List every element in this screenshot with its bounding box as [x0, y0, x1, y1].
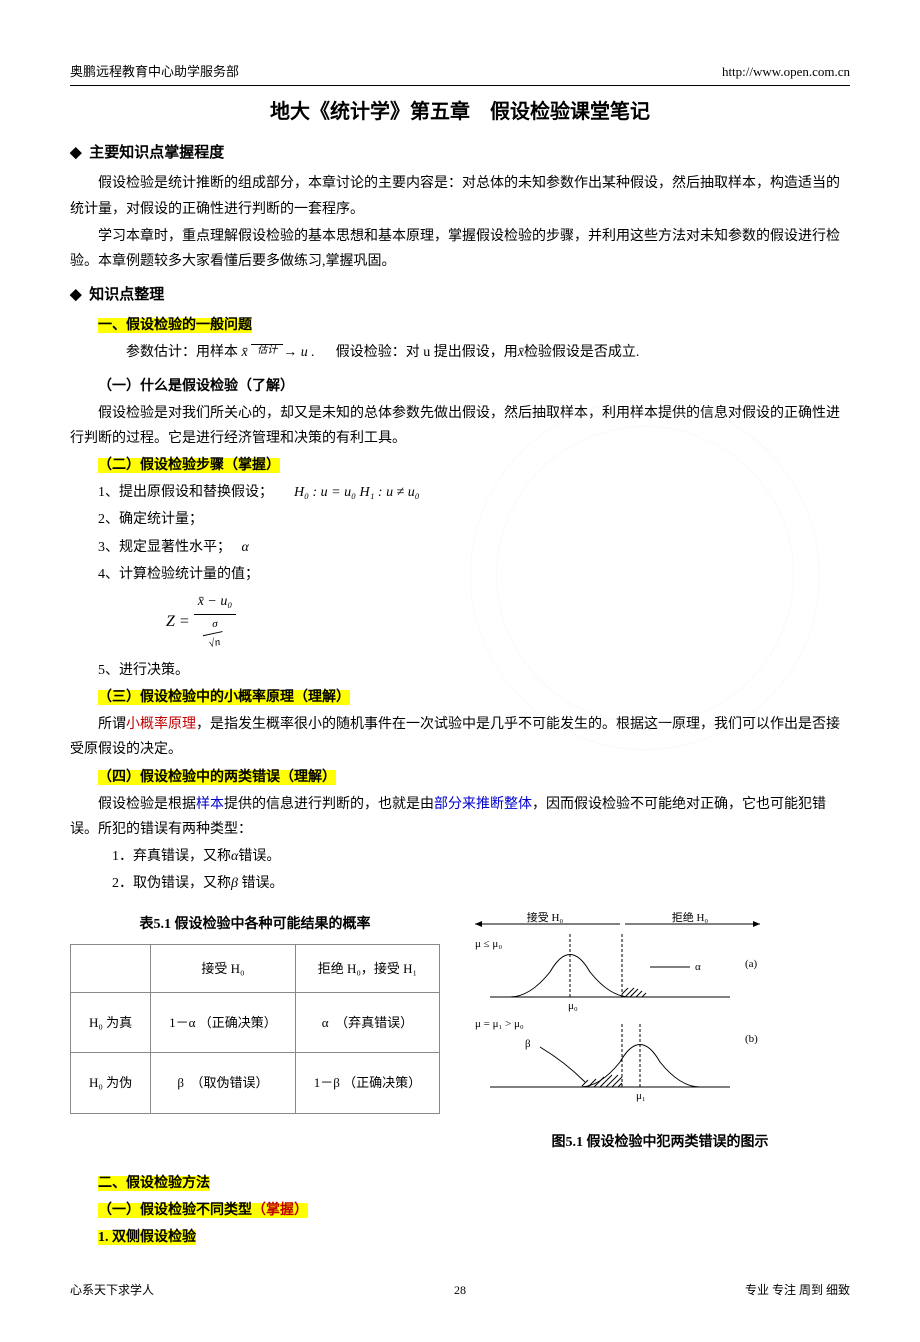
step-5: 5、进行决策。	[98, 658, 850, 683]
p-1-3: 所谓小概率原理，是指发生概率很小的随机事件在一次试验中是几乎不可能发生的。根据这…	[70, 712, 850, 762]
diamond-icon: ◆	[70, 287, 82, 303]
figure-5-1: 接受 H₀ 拒绝 H₀ μ ≤ μ₀ α (a) μ₀ μ = μ₁ > μ₀ …	[470, 912, 850, 1154]
diamond-icon: ◆	[70, 145, 82, 161]
section-1-head: ◆ 主要知识点掌握程度	[70, 140, 850, 167]
page-footer: 心系天下求学人 28 专业 专注 周到 细致	[70, 1280, 850, 1302]
item-2-1-1: 1. 双侧假设检验	[98, 1225, 850, 1250]
section1-p2: 学习本章时，重点理解假设检验的基本思想和基本原理，掌握假设检验的步骤，并利用这些…	[70, 224, 850, 274]
svg-text:拒绝 H₀: 拒绝 H₀	[672, 912, 709, 924]
svg-text:μ₁: μ₁	[636, 1090, 646, 1102]
section-2-head: ◆ 知识点整理	[70, 282, 850, 309]
step-3: 3、规定显著性水平； α	[98, 535, 850, 560]
subsection-1-4: （四）假设检验中的两类错误（理解）	[98, 765, 850, 790]
p-1-4: 假设检验是根据样本提供的信息进行判断的，也就是由部分来推断整体，因而假设检验不可…	[70, 792, 850, 842]
subsection-1-2: （二）假设检验步骤（掌握）	[98, 453, 850, 478]
table-row: H₀ 为真 1－α （正确决策） α （弃真错误）	[71, 993, 440, 1053]
error-type-1: 1．弃真错误，又称α错误。	[112, 844, 850, 869]
svg-text:(b): (b)	[745, 1033, 758, 1045]
svg-text:μ ≤ μ₀: μ ≤ μ₀	[475, 938, 502, 950]
page-header: 奥鹏远程教育中心助学服务部 http://www.open.com.cn	[70, 60, 850, 86]
step-1: 1、提出原假设和替换假设； H₀ : u = u₀ H₁ : u ≠ u₀	[98, 480, 850, 505]
subsection-2: 二、假设检验方法	[98, 1171, 850, 1196]
subsection-2-1: （一）假设检验不同类型（掌握）	[98, 1198, 850, 1223]
svg-text:μ = μ₁ > μ₀: μ = μ₁ > μ₀	[475, 1018, 524, 1030]
footer-left: 心系天下求学人	[70, 1280, 154, 1302]
table-row: H₀ 为伪 β （取伪错误） 1－β （正确决策）	[71, 1053, 440, 1113]
svg-text:α: α	[695, 961, 701, 973]
step-4: 4、计算检验统计量的值；	[98, 562, 850, 587]
error-probability-table: 接受 H₀ 拒绝 H₀，接受 H₁ H₀ 为真 1－α （正确决策） α （弃真…	[70, 944, 440, 1114]
p-1-1: 假设检验是对我们所关心的，却又是未知的总体参数先做出假设，然后抽取样本，利用样本…	[70, 401, 850, 451]
svg-text:μ₀: μ₀	[568, 1000, 578, 1012]
footer-right: 专业 专注 周到 细致	[745, 1280, 850, 1302]
svg-text:接受 H₀: 接受 H₀	[527, 912, 564, 924]
table-row: 接受 H₀ 拒绝 H₀，接受 H₁	[71, 944, 440, 992]
subsection-1-3: （三）假设检验中的小概率原理（理解）	[98, 685, 850, 710]
param-estimation-line: 参数估计：用样本 x̄ 估计→ u . 假设检验：对 u 提出假设，用x̄检验假…	[98, 340, 850, 365]
document-title: 地大《统计学》第五章 假设检验课堂笔记	[70, 94, 850, 130]
header-left: 奥鹏远程教育中心助学服务部	[70, 60, 239, 83]
section1-p1: 假设检验是统计推断的组成部分，本章讨论的主要内容是：对总体的未知参数作出某种假设…	[70, 171, 850, 221]
subsection-1-1: （一）什么是假设检验（了解）	[98, 374, 850, 399]
header-right: http://www.open.com.cn	[722, 60, 850, 83]
z-formula: Z = x̄ − u₀ σ √n	[166, 589, 850, 656]
error-diagram-svg: 接受 H₀ 拒绝 H₀ μ ≤ μ₀ α (a) μ₀ μ = μ₁ > μ₀ …	[470, 912, 770, 1112]
table-5-1: 表5.1 假设检验中各种可能结果的概率 接受 H₀ 拒绝 H₀，接受 H₁ H₀…	[70, 912, 440, 1113]
step-2: 2、确定统计量；	[98, 507, 850, 532]
error-type-2: 2．取伪错误，又称β 错误。	[112, 871, 850, 896]
table-and-diagram-row: 表5.1 假设检验中各种可能结果的概率 接受 H₀ 拒绝 H₀，接受 H₁ H₀…	[70, 912, 850, 1154]
svg-text:(a): (a)	[745, 958, 758, 970]
svg-text:β: β	[525, 1038, 531, 1050]
subsection-1: 一、假设检验的一般问题	[98, 313, 850, 338]
footer-page-number: 28	[454, 1280, 466, 1302]
